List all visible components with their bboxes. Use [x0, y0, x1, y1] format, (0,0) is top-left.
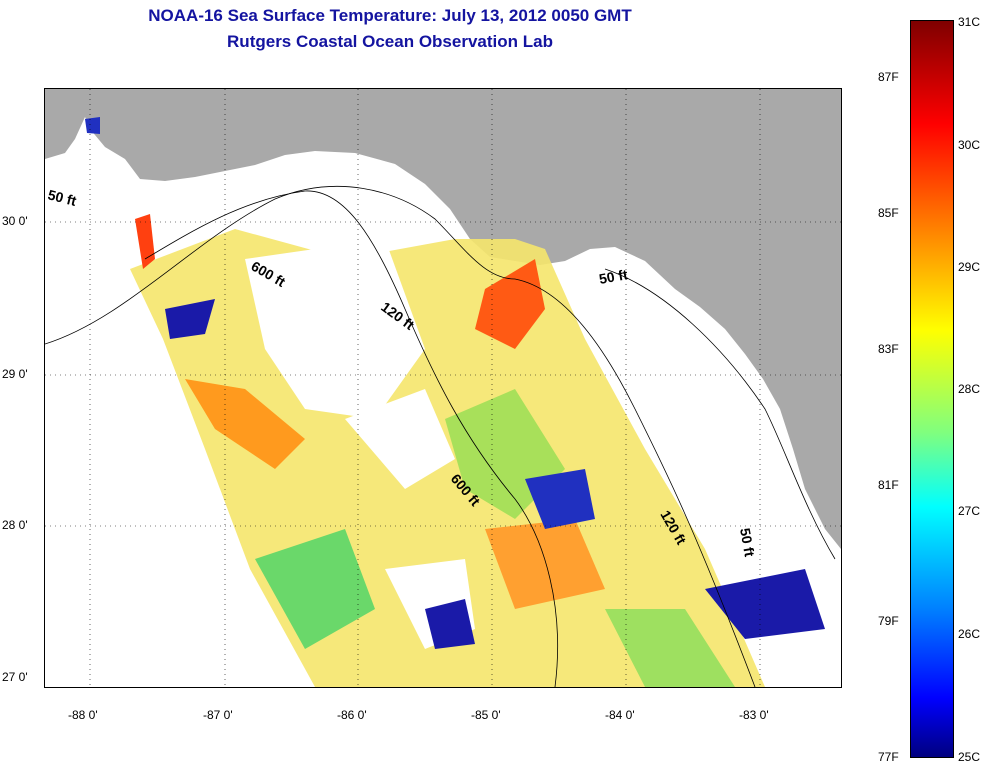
colorbar-c-28: 28C — [958, 382, 981, 396]
lon-label-86: -86 0' — [337, 708, 367, 722]
title-line-2: Rutgers Coastal Ocean Observation Lab — [227, 32, 553, 51]
lat-label-30: 30 0' — [2, 214, 28, 228]
contour-label-50ft-south: 50 ft — [737, 527, 758, 558]
warm-patch-4 — [485, 519, 605, 609]
colorbar-f-87: 87F — [878, 70, 899, 84]
colorbar-f-83: 83F — [878, 342, 899, 356]
cloud-mask-3 — [345, 389, 455, 489]
lat-label-29: 29 0' — [2, 367, 28, 381]
colorbar-f-77: 77F — [878, 750, 899, 764]
lat-label-27: 27 0' — [2, 670, 28, 684]
green-patch-3 — [605, 609, 735, 687]
cloud-mask-2 — [175, 459, 245, 609]
lon-label-83: -83 0' — [739, 708, 769, 722]
colorbar-f-79: 79F — [878, 614, 899, 628]
map-canvas: 50 ft 600 ft 120 ft 50 ft 600 ft 120 ft … — [45, 89, 841, 687]
colorbar-f-81: 81F — [878, 478, 899, 492]
green-patch-2 — [255, 529, 375, 649]
lon-label-88: -88 0' — [68, 708, 98, 722]
warm-patch-3 — [135, 214, 155, 269]
lon-label-87: -87 0' — [203, 708, 233, 722]
colorbar-c-31: 31C — [958, 15, 981, 29]
cold-patch-3 — [525, 469, 595, 529]
land-mass — [45, 89, 841, 549]
colorbar-c-29: 29C — [958, 260, 981, 274]
depth-contours — [45, 185, 836, 687]
warm-patch-1 — [475, 259, 545, 349]
warm-patch-2 — [185, 379, 305, 469]
lon-label-85: -85 0' — [471, 708, 501, 722]
cold-patch-4 — [425, 599, 475, 649]
colorbar-c-30: 30C — [958, 138, 981, 152]
contour-label-50ft-west: 50 ft — [46, 186, 78, 209]
cloud-mask-1 — [245, 239, 425, 419]
cold-patch-1 — [165, 299, 215, 339]
cold-patch-5 — [85, 117, 100, 134]
colorbar-c-25: 25C — [958, 750, 981, 764]
cold-patch-2 — [705, 569, 825, 639]
contour-label-50ft-bigbend: 50 ft — [598, 266, 629, 287]
temperature-colorbar — [910, 20, 954, 758]
sst-map[interactable]: 50 ft 600 ft 120 ft 50 ft 600 ft 120 ft … — [44, 88, 842, 688]
colorbar-c-27: 27C — [958, 504, 981, 518]
lat-label-28: 28 0' — [2, 518, 28, 532]
title-line-1: NOAA-16 Sea Surface Temperature: July 13… — [148, 6, 632, 25]
colorbar-f-85: 85F — [878, 206, 899, 220]
lon-label-84: -84 0' — [605, 708, 635, 722]
colorbar-c-26: 26C — [958, 627, 981, 641]
